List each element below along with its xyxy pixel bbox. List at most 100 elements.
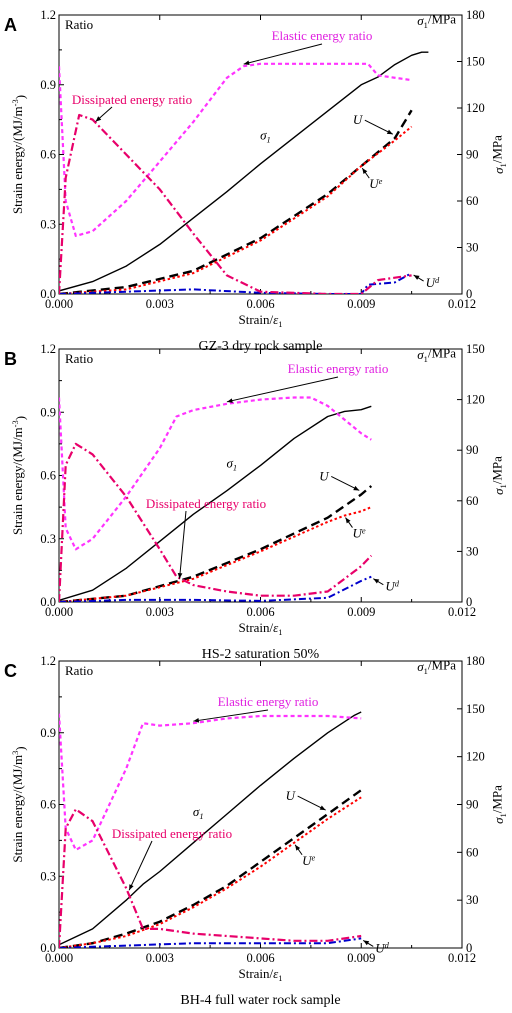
- label-elastic-energy-ratio: Elastic energy ratio: [272, 28, 373, 43]
- y-left-tick-label: 0.3: [40, 869, 56, 883]
- panel-letter: C: [4, 661, 17, 681]
- x-tick-label: 0.006: [246, 951, 274, 965]
- panel-c: C 0.000 0.003 0.006 0.009 0.012 0.0 0.3 0.6 0.9 1.…: [4, 654, 508, 1008]
- label-sigma1: σ1: [260, 127, 271, 144]
- y-right-tick-label: 60: [466, 194, 479, 208]
- x-tick-label: 0.000: [45, 297, 73, 311]
- y-left-tick-label: 1.2: [40, 654, 56, 668]
- label-Ue: Ue: [369, 176, 382, 191]
- y-right-axis-title: σ1/MPa: [489, 456, 508, 495]
- y-right-top-label: σ1/MPa: [417, 11, 456, 30]
- y-left-tick-label: 0.9: [40, 405, 56, 419]
- y-right-tick-label: 120: [466, 750, 485, 764]
- ratio-label: Ratio: [65, 351, 93, 366]
- leader-arrowhead: [95, 116, 102, 122]
- leader-arrowhead: [413, 275, 420, 280]
- x-tick-label: 0.009: [347, 297, 375, 311]
- y-left-tick-label: 0.6: [40, 469, 56, 483]
- y-right-tick-label: 0: [466, 595, 472, 609]
- y-right-tick-label: 150: [466, 55, 485, 69]
- y-right-tick-label: 180: [466, 654, 485, 668]
- x-tick-label: 0.012: [448, 605, 476, 619]
- leader-arrowhead: [373, 578, 380, 584]
- leader-line: [128, 840, 153, 891]
- leader-arrowhead: [226, 398, 233, 403]
- y-left-tick-label: 1.2: [40, 342, 56, 356]
- panel-a: A 0.000 0.003 0.006 0.009 0.012 0.0 0.3 0.6 0.9 1.…: [4, 8, 508, 354]
- leader-arrowhead: [129, 884, 134, 891]
- panel-caption: GZ-3 dry rock sample: [198, 339, 322, 354]
- series-elastic: [59, 396, 372, 551]
- x-tick-label: 0.000: [45, 951, 73, 965]
- y-right-tick-label: 30: [466, 241, 479, 255]
- y-right-tick-label: 120: [466, 101, 485, 115]
- y-left-axis-title: Strain energy/(MJ/m-3): [10, 416, 28, 535]
- x-tick-label: 0.000: [45, 605, 73, 619]
- x-tick-label: 0.012: [448, 951, 476, 965]
- x-tick-label: 0.003: [146, 297, 174, 311]
- leader-line: [226, 376, 339, 403]
- ratio-label: Ratio: [65, 663, 93, 678]
- leader-line: [243, 43, 323, 65]
- y-left-tick-label: 0.9: [40, 726, 56, 740]
- panel-caption: HS-2 saturation 50%: [202, 647, 320, 662]
- y-right-tick-label: 90: [466, 798, 479, 812]
- y-right-axis-title: σ1/MPa: [489, 785, 508, 824]
- series-group: [59, 51, 429, 294]
- x-tick-label: 0.003: [146, 951, 174, 965]
- leader-arrowhead: [362, 168, 368, 174]
- label-elastic-energy-ratio: Elastic energy ratio: [218, 694, 319, 709]
- y-right-tick-label: 60: [466, 494, 479, 508]
- leader-arrowhead: [363, 940, 370, 946]
- leader-arrowhead: [295, 844, 301, 851]
- series-Ud: [59, 937, 362, 948]
- y-left-tick-label: 0.3: [40, 217, 56, 231]
- series-sigma: [59, 711, 362, 946]
- x-tick-label: 0.009: [347, 951, 375, 965]
- y-left-tick-label: 0.0: [40, 287, 56, 301]
- y-right-tick-label: 0: [466, 287, 472, 301]
- series-Ue: [59, 125, 413, 294]
- leader-arrowhead: [177, 572, 183, 579]
- leader-arrowhead: [353, 485, 360, 491]
- y-right-top-label: σ1/MPa: [417, 345, 456, 364]
- series-group: [59, 396, 373, 602]
- y-right-axis-title: σ1/MPa: [489, 135, 508, 174]
- y-right-tick-label: 30: [466, 544, 479, 558]
- series-Ud: [59, 272, 413, 294]
- label-U: U: [353, 112, 364, 127]
- x-axis-title: Strain/ε1: [238, 966, 282, 983]
- x-axis-title: Strain/ε1: [238, 312, 282, 329]
- x-tick-label: 0.009: [347, 605, 375, 619]
- y-right-tick-label: 120: [466, 393, 485, 407]
- series-elastic: [59, 713, 362, 852]
- label-Ue: Ue: [302, 853, 315, 868]
- leader-arrowhead: [319, 805, 326, 811]
- leader-arrowhead: [193, 718, 200, 723]
- label-Ue: Ue: [352, 525, 365, 540]
- y-left-axis-title: Strain energy/(MJ/m3): [10, 746, 28, 862]
- y-left-axis-title: Strain energy/(MJ/m-3): [10, 95, 28, 214]
- series-U: [59, 789, 362, 948]
- y-right-tick-label: 60: [466, 845, 479, 859]
- label-sigma1: σ1: [227, 455, 238, 472]
- y-left-tick-label: 0.0: [40, 941, 56, 955]
- y-right-tick-label: 180: [466, 8, 485, 22]
- panel-letter: A: [4, 15, 17, 35]
- label-dissipated-energy-ratio: Dissipated energy ratio: [112, 826, 232, 841]
- y-right-tick-label: 90: [466, 148, 479, 162]
- y-left-tick-label: 0.6: [40, 148, 56, 162]
- leader-arrowhead: [345, 517, 351, 524]
- leader-line: [193, 709, 269, 722]
- leader-line: [179, 510, 187, 579]
- y-right-tick-label: 150: [466, 702, 485, 716]
- series-Ue: [59, 506, 372, 602]
- label-Ud: Ud: [426, 275, 440, 290]
- y-left-tick-label: 1.2: [40, 8, 56, 22]
- x-tick-label: 0.006: [246, 605, 274, 619]
- y-left-tick-label: 0.9: [40, 78, 56, 92]
- label-U: U: [319, 468, 330, 483]
- series-Ud: [59, 575, 372, 602]
- series-sigma: [59, 405, 372, 601]
